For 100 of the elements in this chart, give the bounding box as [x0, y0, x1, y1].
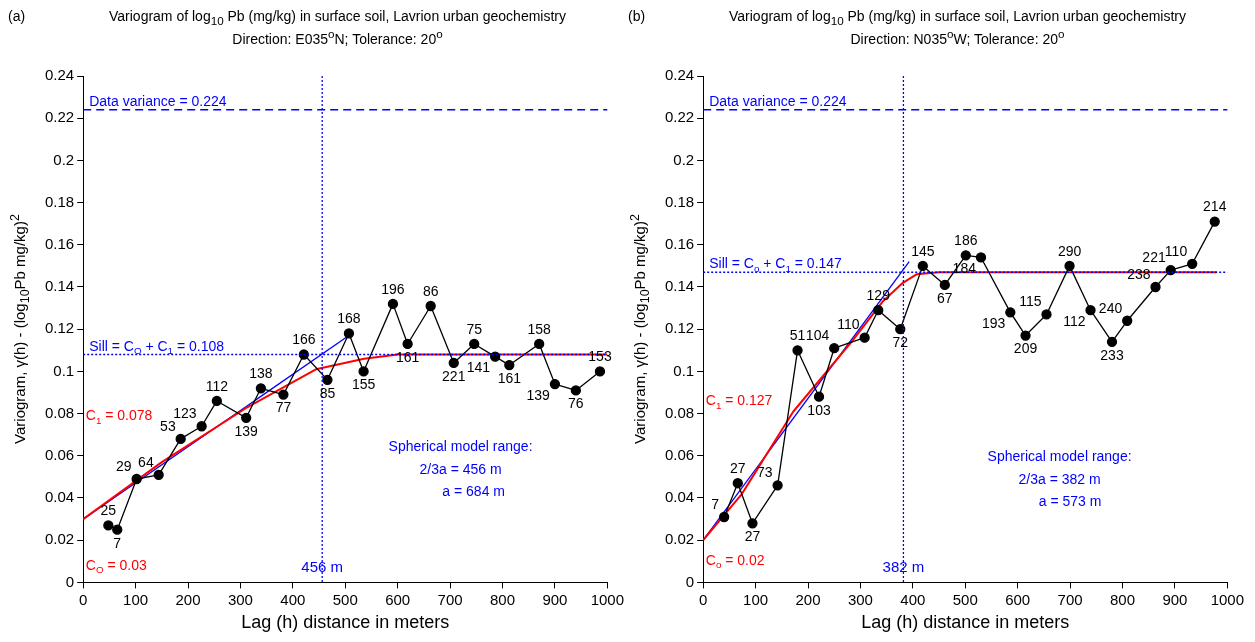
annotation: 27 [730, 460, 746, 477]
y-tick-label: 0.08 [44, 403, 75, 421]
x-tick-label: 300 [227, 590, 253, 608]
point [298, 349, 309, 360]
annotation: 7 [113, 534, 122, 551]
point [1150, 281, 1161, 293]
y-tick-label: 0.02 [664, 530, 695, 548]
annotation: 110 [837, 316, 860, 333]
annotation: 186 [954, 232, 978, 249]
point [772, 480, 783, 491]
y-tick-label: 0.04 [664, 488, 695, 506]
x-tick-label: 400 [280, 590, 306, 608]
annotation: 25 [100, 502, 117, 519]
point [549, 378, 561, 390]
y-tick-label: 0.02 [44, 530, 75, 548]
point [278, 389, 289, 400]
point [1085, 305, 1096, 316]
annotation: 29 [116, 457, 132, 474]
point [960, 250, 971, 261]
text: (a) [8, 8, 26, 24]
y-tick-label: 0.12 [664, 319, 695, 337]
point [594, 366, 606, 377]
x-tick-label: 1000 [1210, 590, 1244, 608]
y-tick-label: 0.24 [44, 66, 75, 84]
y-tick-label: 0.14 [44, 277, 75, 295]
point [873, 305, 884, 316]
x-tick-label: 500 [952, 590, 978, 608]
chart-title: Variogram of log$_{10}$ Pb (mg/kg) in surface soil, Lavrion urban geochemistry [728, 8, 1187, 27]
point [1187, 258, 1198, 269]
annotation: 110 [1164, 242, 1188, 259]
y-tick-label: 0.24 [664, 66, 695, 84]
point [1165, 264, 1176, 276]
ref-line-label: Data variance = 0.224 [89, 92, 227, 109]
annotation: 27 [744, 528, 761, 545]
annotation: 233 [1100, 346, 1124, 363]
point [534, 338, 545, 350]
point [490, 351, 501, 362]
x-tick-label: 600 [1005, 590, 1031, 608]
chart-title: Variogram of log$_{10}$ Pb (mg/kg) in surface soil, Lavrion urban geochemistry [108, 8, 567, 27]
annotation: 139 [526, 386, 551, 403]
x-tick-label: 0 [79, 590, 88, 608]
point [895, 324, 906, 335]
point [792, 345, 803, 356]
y-tick-label: 0 [685, 572, 695, 590]
annotation: 2/3a = 456 m [419, 460, 502, 477]
annotation: 75 [466, 320, 483, 337]
y-tick-label: 0.1 [53, 361, 75, 379]
y-tick-label: 0.16 [44, 234, 75, 252]
x-tick-label: 800 [1109, 590, 1136, 608]
point [402, 338, 413, 350]
point [975, 252, 987, 263]
annotation: 290 [1057, 242, 1082, 259]
annotation: 221 [442, 367, 466, 384]
annotation: 123 [173, 405, 197, 422]
point [719, 511, 730, 523]
annotation: 76 [568, 395, 584, 412]
y-tick-label: 0.18 [664, 192, 695, 210]
annotation: 214 [1203, 198, 1227, 215]
x-tick-label: 1000 [590, 590, 624, 608]
annotation: 112 [205, 377, 229, 394]
y-tick-label: 0.14 [664, 277, 695, 295]
x-tick-label: 700 [1057, 590, 1083, 608]
annotation: 221 [1142, 248, 1166, 265]
point [1020, 330, 1031, 341]
x-tick-label: 600 [385, 590, 411, 608]
annotation: 67 [937, 289, 953, 306]
annotation: 240 [1098, 299, 1123, 316]
y-tick-label: 0.2 [53, 150, 75, 168]
point [322, 374, 333, 385]
annotation: 73 [757, 464, 773, 481]
annotation: 193 [981, 315, 1006, 332]
x-tick-label: 400 [900, 590, 926, 608]
annotation: 2/3a = 382 m [1018, 470, 1101, 487]
annotation: 145 [911, 242, 935, 259]
point [570, 385, 582, 396]
annotation: 53 [160, 417, 176, 434]
point [732, 478, 743, 489]
annotation: Spherical model range: [987, 447, 1132, 464]
annotation: 112 [1063, 313, 1086, 330]
annotation: 141 [466, 359, 491, 376]
point [358, 366, 369, 377]
annotation: 104 [805, 327, 830, 344]
y-tick-label: 0.04 [44, 488, 75, 506]
y-tick-label: 0.08 [664, 403, 695, 421]
point [1064, 260, 1075, 272]
y-tick-label: 0.06 [664, 445, 695, 463]
point [153, 469, 164, 480]
point [1209, 216, 1220, 227]
annotation: Spherical model range: [388, 437, 533, 454]
point [1041, 309, 1052, 320]
point [829, 343, 840, 354]
annotation: 115 [1019, 293, 1042, 310]
point [343, 328, 355, 339]
point [1106, 336, 1118, 348]
point [747, 518, 758, 529]
annotation: a = 684 m [442, 483, 505, 500]
ref-line-label: 456 m [301, 558, 344, 576]
x-tick-label: 100 [743, 590, 769, 608]
y-tick-label: 0.12 [44, 319, 75, 337]
annotation: 103 [807, 401, 831, 418]
